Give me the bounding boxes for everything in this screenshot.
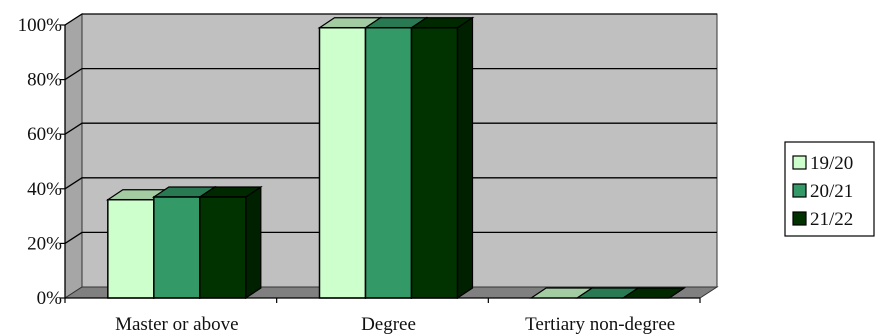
- gridline: [64, 231, 717, 244]
- bar-side: [456, 16, 474, 300]
- bar: [409, 16, 475, 300]
- side-wall: [64, 13, 83, 299]
- y-tick-label: 40%: [27, 179, 62, 200]
- y-tick-label: 20%: [27, 233, 62, 254]
- bar-side: [245, 185, 262, 300]
- y-tick-label: 0%: [37, 288, 63, 309]
- legend-label: 19/20: [810, 153, 853, 174]
- y-axis-ticks: 0% 20% 40% 60% 80% 100%: [18, 15, 65, 309]
- bar-front: [153, 196, 201, 299]
- bar-front: [318, 26, 367, 299]
- axes: [64, 25, 701, 303]
- legend-swatch: [792, 183, 807, 198]
- gridlines: [64, 13, 717, 244]
- gridline: [64, 13, 717, 26]
- bar-front: [364, 26, 413, 299]
- x-axis-categories: Master or above Degree Tertiary non-degree: [115, 314, 675, 335]
- gridline: [64, 67, 717, 81]
- y-tick-label: 60%: [27, 124, 62, 145]
- x-category-label: Master or above: [115, 314, 238, 335]
- bar-front: [107, 198, 155, 299]
- legend: 19/20 20/21 21/22: [784, 141, 875, 237]
- y-tick-label: 80%: [27, 70, 62, 91]
- legend-swatch: [792, 211, 807, 226]
- bar: [197, 185, 263, 300]
- legend-swatch: [792, 155, 807, 170]
- bars: [105, 16, 687, 300]
- gridline: [64, 177, 717, 190]
- x-category-label: Tertiary non-degree: [525, 314, 675, 335]
- legend-label: 21/22: [810, 209, 853, 230]
- y-tick-label: 100%: [18, 15, 63, 36]
- bar-front: [199, 196, 247, 299]
- legend-label: 20/21: [810, 181, 853, 202]
- x-category-label: Degree: [361, 314, 416, 335]
- gridline: [64, 122, 717, 135]
- bar-front: [410, 26, 459, 299]
